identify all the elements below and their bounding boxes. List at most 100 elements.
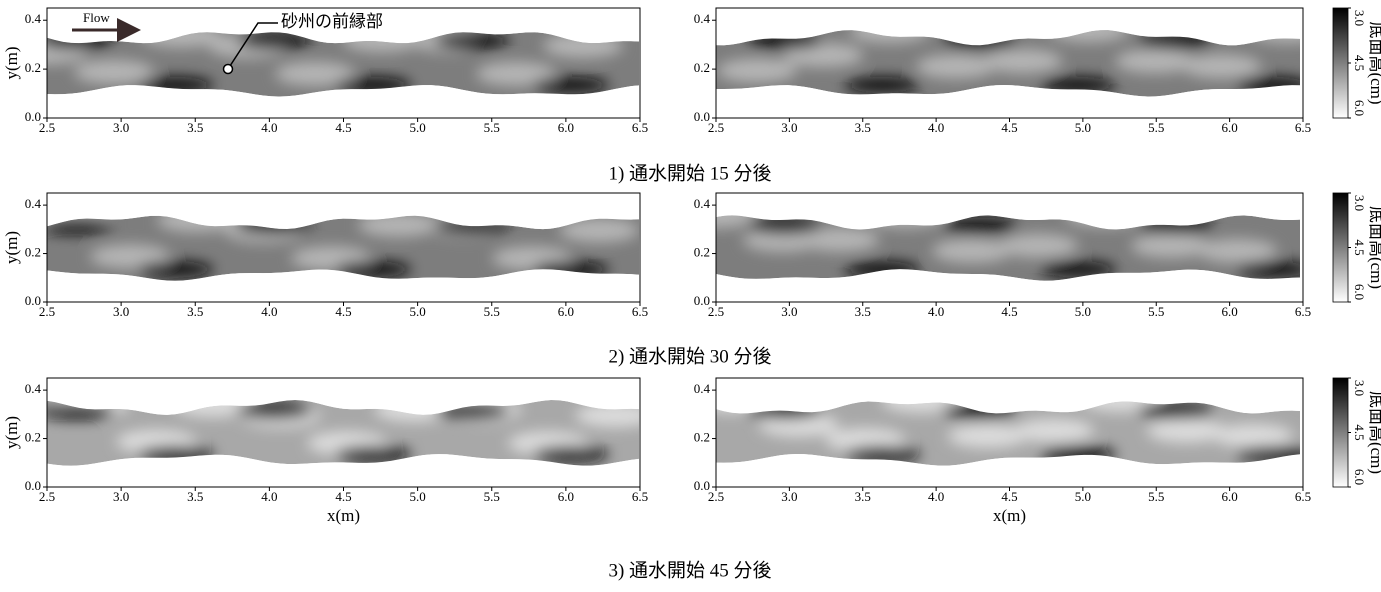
dark-patch	[434, 403, 510, 419]
y-tick-label: 0.2	[25, 245, 41, 260]
light-patch	[850, 19, 930, 43]
caption: 1) 通水開始 15 分後	[608, 162, 771, 184]
x-tick-label: 3.5	[187, 304, 203, 319]
dark-patch	[844, 261, 920, 277]
y-tick-label: 0.0	[694, 109, 710, 124]
x-tick-label: 5.0	[410, 304, 426, 319]
y-tick-label: 0.4	[25, 196, 42, 211]
light-patch	[1248, 19, 1328, 43]
y-tick-label: 0.0	[25, 293, 41, 308]
x-tick-label: 3.5	[187, 489, 203, 504]
light-patch	[1213, 424, 1293, 448]
dark-patch	[1138, 33, 1214, 49]
x-tick-label: 2.5	[708, 304, 724, 319]
y-tick-label: 0.2	[25, 430, 41, 445]
x-tick-label: 4.0	[261, 304, 277, 319]
light-patch	[575, 403, 655, 427]
x-tick-label: 3.0	[113, 120, 129, 135]
dark-patch	[335, 446, 411, 462]
light-patch	[74, 60, 154, 84]
x-tick-label: 6.0	[1222, 489, 1238, 504]
x-tick-label: 3.5	[855, 304, 871, 319]
dark-patch	[137, 446, 213, 462]
dark-patch	[942, 218, 1018, 234]
dark-patch	[1236, 261, 1312, 277]
x-tick-label: 6.5	[632, 304, 648, 319]
y-tick-label: 0.4	[694, 11, 711, 26]
dark-patch	[335, 77, 411, 93]
x-tick-label: 2.5	[39, 304, 55, 319]
dark-patch	[39, 33, 115, 49]
x-tick-label: 6.0	[558, 120, 574, 135]
dark-patch	[434, 33, 510, 49]
x-tick-label: 5.5	[1148, 120, 1164, 135]
colorbar-tick-label: 4.5	[1352, 424, 1367, 440]
light-patch	[717, 59, 797, 83]
y-axis-label: y(m)	[2, 416, 21, 449]
colorbar-tick-label: 3.0	[1352, 380, 1367, 396]
dark-patch	[533, 77, 609, 93]
caption: 2) 通水開始 30 分後	[608, 345, 771, 367]
dark-patch	[39, 403, 115, 419]
dark-patch	[137, 77, 213, 93]
x-tick-label: 5.5	[1148, 304, 1164, 319]
y-axis-label: y(m)	[2, 231, 21, 264]
dark-patch	[844, 446, 920, 462]
light-patch	[1065, 203, 1145, 227]
light-patch	[1049, 18, 1129, 42]
x-tick-label: 3.5	[855, 120, 871, 135]
colorbar	[1333, 378, 1348, 487]
x-tick-label: 5.0	[1075, 489, 1091, 504]
y-tick-label: 0.4	[694, 196, 711, 211]
x-tick-label: 4.0	[928, 304, 944, 319]
x-tick-label: 2.5	[39, 489, 55, 504]
field	[692, 388, 1311, 466]
dark-patch	[236, 403, 312, 419]
point-marker	[224, 65, 233, 74]
x-tick-label: 6.0	[558, 489, 574, 504]
x-tick-label: 5.0	[410, 120, 426, 135]
x-tick-label: 4.0	[261, 489, 277, 504]
x-tick-label: 5.0	[1075, 304, 1091, 319]
field	[7, 23, 639, 96]
y-tick-label: 0.0	[25, 109, 41, 124]
y-tick-label: 0.4	[25, 381, 42, 396]
x-tick-label: 6.0	[558, 304, 574, 319]
y-tick-label: 0.2	[694, 245, 710, 260]
colorbar-label: 底面高(cm)	[1367, 391, 1381, 474]
x-tick-label: 4.0	[928, 489, 944, 504]
x-tick-label: 6.5	[632, 489, 648, 504]
light-patch	[559, 218, 639, 242]
dark-patch	[746, 218, 822, 234]
x-tick-label: 4.5	[335, 304, 351, 319]
x-tick-label: 4.5	[335, 489, 351, 504]
field	[677, 203, 1312, 281]
dark-patch	[533, 261, 609, 277]
dark-patch	[236, 33, 312, 49]
dark-patch	[1040, 446, 1116, 462]
colorbar-tick-label: 3.0	[1352, 195, 1367, 211]
dark-patch	[942, 33, 1018, 49]
figure: 1) 通水開始 15 分後 2) 通水開始 30 分後 3) 通水開始 45 分…	[0, 0, 1381, 587]
y-tick-label: 0.2	[694, 60, 710, 75]
light-patch	[982, 49, 1062, 73]
x-tick-label: 6.0	[1222, 120, 1238, 135]
field	[33, 208, 639, 281]
x-tick-label: 2.5	[39, 120, 55, 135]
x-tick-label: 6.5	[632, 120, 648, 135]
annotation: 砂州の前縁部	[281, 12, 383, 31]
x-tick-label: 4.5	[1001, 489, 1017, 504]
x-tick-label: 2.5	[708, 489, 724, 504]
dark-patch	[1138, 218, 1214, 234]
dark-patch	[942, 403, 1018, 419]
x-axis-label: x(m)	[327, 506, 360, 525]
light-patch	[1014, 419, 1094, 443]
x-tick-label: 6.5	[1295, 304, 1311, 319]
x-tick-label: 3.0	[113, 489, 129, 504]
dark-patch	[533, 446, 609, 462]
light-patch	[1197, 239, 1277, 263]
y-tick-label: 0.0	[694, 293, 710, 308]
dark-patch	[1040, 77, 1116, 93]
colorbar-tick-label: 4.5	[1352, 239, 1367, 255]
x-tick-label: 3.0	[781, 120, 797, 135]
